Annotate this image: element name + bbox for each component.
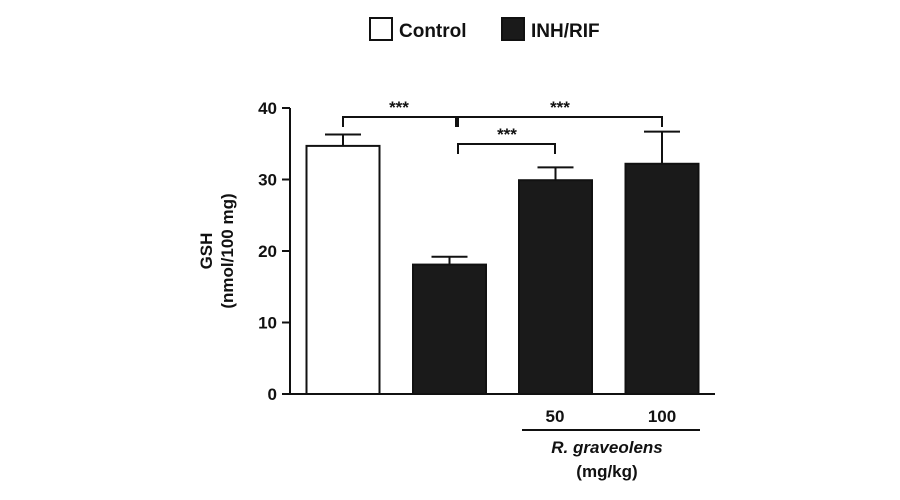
y-axis-title-line2: (nmol/100 mg) (218, 193, 237, 308)
y-axis-title-line1: GSH (197, 233, 216, 270)
error-bars (325, 130, 680, 265)
y-tick-label: 30 (258, 171, 277, 190)
bar-inh-rif (412, 263, 487, 395)
sig-bracket-control-vs-inh (342, 116, 457, 127)
y-tick-label: 40 (258, 99, 277, 118)
group-unit: (mg/kg) (576, 462, 637, 481)
legend-label-inh-rif: INH/RIF (531, 21, 600, 42)
legend-label-control: Control (399, 21, 467, 42)
sig-label-inh-vs-50: *** (497, 125, 517, 144)
sig-label-inh-vs-100: *** (550, 98, 570, 117)
y-tick-label: 20 (258, 242, 277, 261)
x-tick-label-100: 100 (648, 407, 676, 426)
group-label: R. graveolens (551, 438, 663, 457)
bars (305, 144, 700, 395)
legend-swatch-inh-rif (501, 17, 525, 41)
y-tick-label: 0 (268, 385, 277, 404)
sig-label-control-vs-inh: *** (389, 98, 409, 117)
legend: Control INH/RIF (369, 17, 600, 42)
y-axis-ticks: 0 10 20 30 40 (258, 99, 290, 404)
x-tick-label-50: 50 (546, 407, 565, 426)
y-tick-label: 10 (258, 314, 277, 333)
sig-bracket-inh-vs-100 (457, 116, 663, 127)
legend-swatch-control (369, 17, 393, 41)
significance-brackets: *** *** *** (342, 98, 663, 154)
bar-control (305, 144, 381, 395)
bar-rg-100 (624, 162, 700, 395)
bar-rg-50 (518, 179, 593, 395)
sig-bracket-inh-vs-50 (457, 143, 556, 154)
